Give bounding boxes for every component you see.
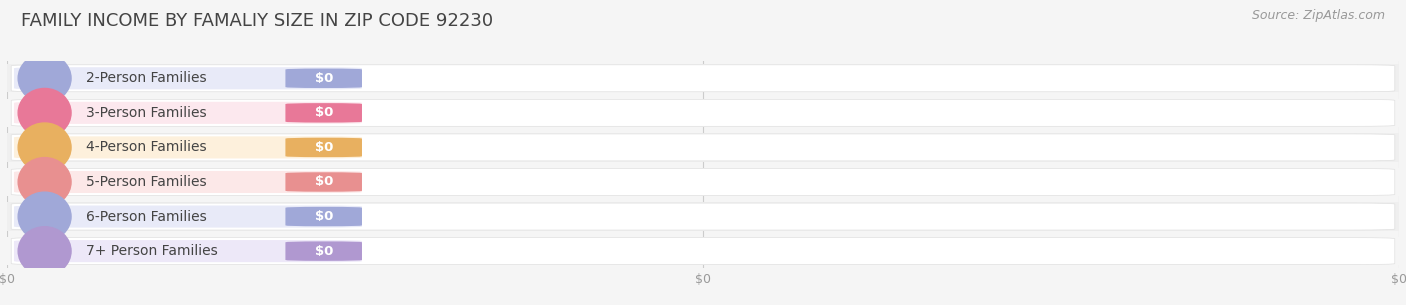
Ellipse shape — [18, 123, 72, 172]
FancyBboxPatch shape — [285, 207, 361, 226]
FancyBboxPatch shape — [11, 134, 1395, 161]
Ellipse shape — [18, 158, 72, 206]
FancyBboxPatch shape — [14, 206, 361, 228]
FancyBboxPatch shape — [7, 133, 1399, 162]
Text: $0: $0 — [315, 72, 333, 85]
FancyBboxPatch shape — [14, 240, 361, 262]
Text: 2-Person Families: 2-Person Families — [86, 71, 207, 85]
Text: 6-Person Families: 6-Person Families — [86, 210, 207, 224]
Text: FAMILY INCOME BY FAMALIY SIZE IN ZIP CODE 92230: FAMILY INCOME BY FAMALIY SIZE IN ZIP COD… — [21, 12, 494, 30]
FancyBboxPatch shape — [14, 136, 361, 159]
Text: $0: $0 — [315, 175, 333, 188]
FancyBboxPatch shape — [285, 172, 361, 192]
Ellipse shape — [18, 88, 72, 137]
FancyBboxPatch shape — [11, 99, 1395, 126]
Text: $0: $0 — [315, 210, 333, 223]
FancyBboxPatch shape — [14, 171, 361, 193]
FancyBboxPatch shape — [14, 102, 361, 124]
FancyBboxPatch shape — [11, 65, 1395, 92]
FancyBboxPatch shape — [285, 241, 361, 261]
Text: 4-Person Families: 4-Person Families — [86, 140, 207, 154]
Text: $0: $0 — [315, 106, 333, 119]
FancyBboxPatch shape — [7, 64, 1399, 92]
FancyBboxPatch shape — [7, 203, 1399, 231]
Text: 3-Person Families: 3-Person Families — [86, 106, 207, 120]
FancyBboxPatch shape — [11, 168, 1395, 196]
FancyBboxPatch shape — [11, 238, 1395, 265]
FancyBboxPatch shape — [7, 237, 1399, 265]
Text: $0: $0 — [315, 245, 333, 258]
FancyBboxPatch shape — [285, 69, 361, 88]
FancyBboxPatch shape — [285, 138, 361, 157]
FancyBboxPatch shape — [7, 99, 1399, 127]
Text: Source: ZipAtlas.com: Source: ZipAtlas.com — [1251, 9, 1385, 22]
FancyBboxPatch shape — [7, 168, 1399, 196]
Ellipse shape — [18, 192, 72, 241]
Ellipse shape — [18, 54, 72, 103]
FancyBboxPatch shape — [11, 203, 1395, 230]
FancyBboxPatch shape — [285, 103, 361, 123]
Text: $0: $0 — [315, 141, 333, 154]
Text: 7+ Person Families: 7+ Person Families — [86, 244, 218, 258]
Ellipse shape — [18, 227, 72, 275]
FancyBboxPatch shape — [14, 67, 361, 89]
Text: 5-Person Families: 5-Person Families — [86, 175, 207, 189]
